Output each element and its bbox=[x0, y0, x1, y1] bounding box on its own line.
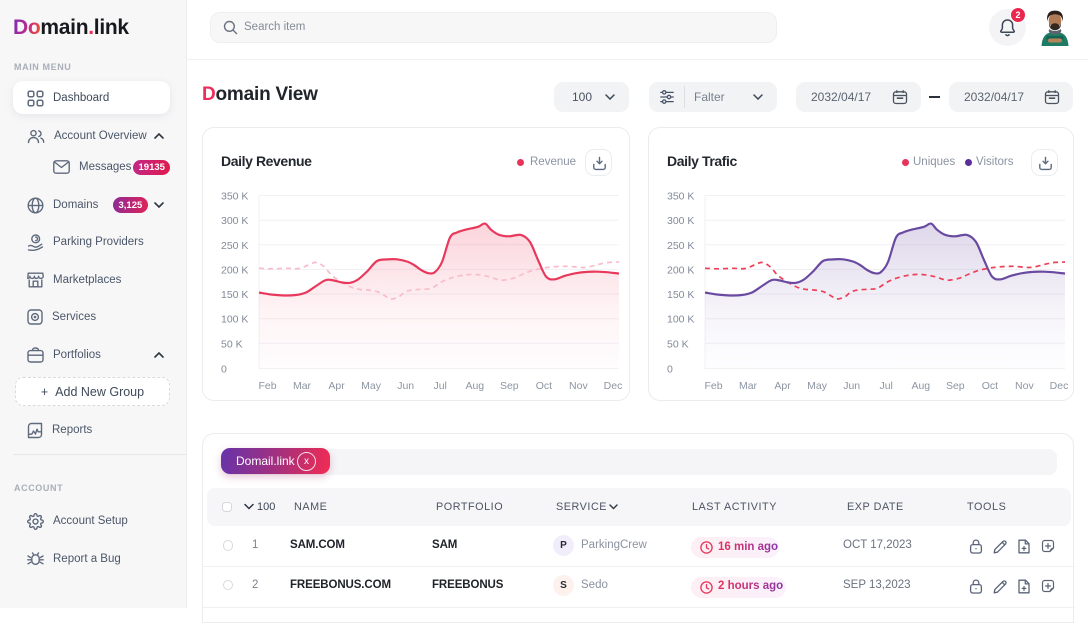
svg-text:Feb: Feb bbox=[704, 380, 722, 392]
svg-text:Aug: Aug bbox=[465, 380, 484, 392]
svg-text:50 K: 50 K bbox=[221, 338, 243, 350]
svg-text:250 K: 250 K bbox=[667, 240, 694, 252]
svg-text:Sep: Sep bbox=[946, 380, 965, 392]
svg-text:200 K: 200 K bbox=[221, 264, 248, 276]
svg-text:300 K: 300 K bbox=[221, 215, 248, 227]
svg-text:Dec: Dec bbox=[604, 380, 623, 392]
svg-text:350 K: 350 K bbox=[667, 191, 694, 203]
svg-text:Jul: Jul bbox=[433, 380, 446, 392]
svg-text:100 K: 100 K bbox=[667, 314, 694, 326]
svg-text:May: May bbox=[361, 380, 382, 392]
svg-text:Oct: Oct bbox=[536, 380, 552, 392]
svg-text:150 K: 150 K bbox=[221, 289, 248, 301]
svg-text:Nov: Nov bbox=[1015, 380, 1034, 392]
svg-text:Jun: Jun bbox=[843, 380, 860, 392]
svg-text:0: 0 bbox=[221, 364, 227, 376]
svg-text:Sep: Sep bbox=[500, 380, 519, 392]
svg-text:Oct: Oct bbox=[982, 380, 998, 392]
svg-text:50 K: 50 K bbox=[667, 338, 689, 350]
svg-text:200 K: 200 K bbox=[667, 264, 694, 276]
svg-text:Mar: Mar bbox=[739, 380, 758, 392]
svg-text:Aug: Aug bbox=[911, 380, 930, 392]
svg-text:Feb: Feb bbox=[258, 380, 276, 392]
svg-text:May: May bbox=[807, 380, 828, 392]
svg-text:300 K: 300 K bbox=[667, 215, 694, 227]
svg-text:Nov: Nov bbox=[569, 380, 588, 392]
svg-text:Apr: Apr bbox=[328, 380, 345, 392]
svg-text:150 K: 150 K bbox=[667, 289, 694, 301]
svg-text:Jul: Jul bbox=[879, 380, 892, 392]
svg-text:Apr: Apr bbox=[774, 380, 791, 392]
svg-text:0: 0 bbox=[667, 364, 673, 376]
svg-text:Dec: Dec bbox=[1050, 380, 1069, 392]
svg-text:Jun: Jun bbox=[397, 380, 414, 392]
svg-text:350 K: 350 K bbox=[221, 191, 248, 203]
svg-text:250 K: 250 K bbox=[221, 240, 248, 252]
svg-text:Mar: Mar bbox=[293, 380, 312, 392]
svg-text:100 K: 100 K bbox=[221, 314, 248, 326]
